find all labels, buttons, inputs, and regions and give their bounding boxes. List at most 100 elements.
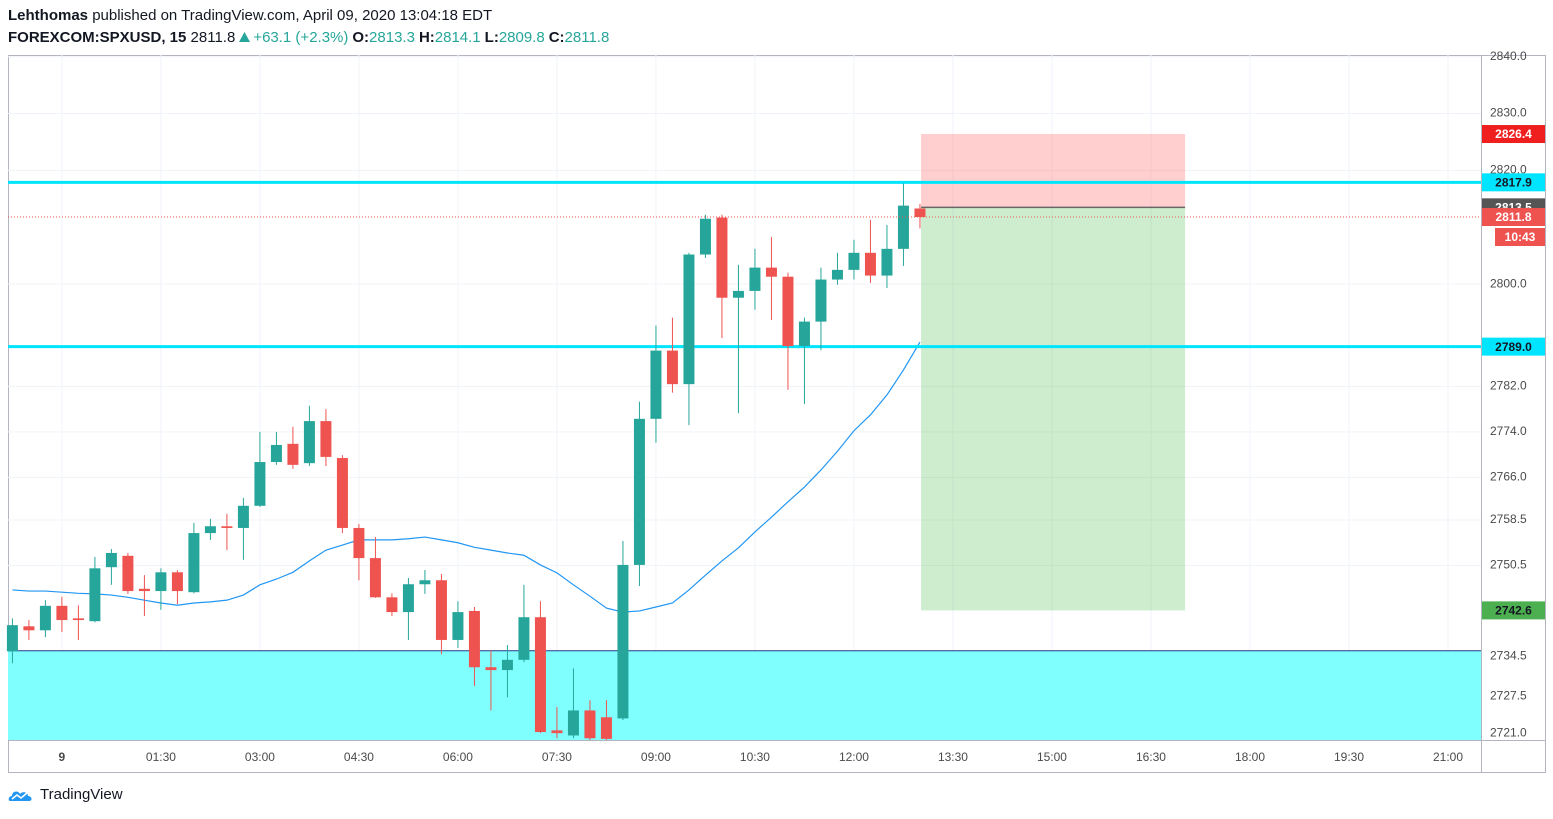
y-tick-label: 2758.5 <box>1490 512 1527 526</box>
candle-body <box>518 617 530 660</box>
candle-body <box>881 248 893 276</box>
candle-body <box>501 659 513 671</box>
y-tick-label: 2721.0 <box>1490 725 1527 739</box>
x-tick-label: 04:30 <box>344 750 374 764</box>
header: Lehthomas published on TradingView.com, … <box>8 5 617 49</box>
frame <box>8 55 1546 773</box>
candle-body <box>815 279 827 322</box>
candle-body <box>765 267 777 277</box>
candle-body <box>122 555 134 592</box>
candle-body <box>468 610 480 668</box>
candle-body <box>567 710 579 736</box>
y-tick-label: 2840.0 <box>1490 49 1527 63</box>
candle-body <box>72 618 84 621</box>
target-tag: 2742.6 <box>1495 604 1532 618</box>
x-tick-label: 06:00 <box>443 750 473 764</box>
stop-zone <box>921 134 1186 208</box>
candle-body <box>6 625 18 652</box>
candle-body <box>452 612 464 640</box>
candle-body <box>617 564 629 719</box>
x-tick-label: 01:30 <box>146 750 176 764</box>
candle-body <box>369 558 381 598</box>
candle-body <box>336 458 348 528</box>
x-tick-label: 03:00 <box>245 750 275 764</box>
candle-body <box>683 254 695 385</box>
symbol: FOREXCOM:SPXUSD, 15 <box>8 29 187 46</box>
x-tick-label: 09:00 <box>641 750 671 764</box>
y-tick-label: 2734.5 <box>1490 649 1527 663</box>
candle-body <box>105 552 117 568</box>
x-tick-label: 12:00 <box>839 750 869 764</box>
candle-body <box>749 267 761 291</box>
candle-body <box>699 218 711 255</box>
target-tag-bg <box>1482 601 1545 620</box>
author: Lehthomas <box>8 7 89 24</box>
support-zone <box>8 650 1481 740</box>
candle-body <box>89 568 101 622</box>
candle-body <box>600 717 612 739</box>
level-tag: 2817.9 <box>1495 176 1532 190</box>
candle-body <box>188 533 200 593</box>
candle-body <box>23 626 35 631</box>
ohlc-label: L: <box>484 29 499 46</box>
price-tag-bg <box>1482 208 1545 227</box>
candle-body <box>287 443 299 465</box>
moving-average <box>12 341 921 613</box>
target-zone <box>921 207 1186 611</box>
candle-body <box>56 605 68 621</box>
y-tick-label: 2830.0 <box>1490 106 1527 120</box>
published: published on TradingView.com, April 09, … <box>92 7 493 24</box>
candle-body <box>782 276 794 347</box>
ohlc: O:2813.3 H:2814.1 L:2809.8 C:2811.8 <box>352 29 613 46</box>
x-tick-label: 18:00 <box>1235 750 1265 764</box>
candle-body <box>171 572 183 592</box>
ohlc-label: H: <box>418 29 435 46</box>
price-tag: 2811.8 <box>1495 210 1531 224</box>
y-tick-label: 2774.0 <box>1490 424 1527 438</box>
y-tick-label: 2727.5 <box>1490 688 1527 702</box>
last-price: 2811.8 <box>190 29 236 46</box>
candle-body <box>386 597 398 613</box>
candle-body <box>633 418 645 565</box>
candle-body <box>204 526 216 534</box>
y-tick-label: 2820.0 <box>1490 163 1527 177</box>
candle-body <box>848 252 860 270</box>
x-tick-label: 21:00 <box>1433 750 1463 764</box>
candle-body <box>138 588 150 592</box>
up-arrow <box>239 32 251 42</box>
candle-body <box>864 252 876 276</box>
candle-body <box>39 605 51 631</box>
logo-line <box>11 792 28 800</box>
x-tick-label: 16:30 <box>1136 750 1166 764</box>
stop-tag: 2826.4 <box>1495 127 1532 141</box>
candle-body <box>353 527 365 559</box>
candle-body <box>914 208 926 218</box>
ohlc-value: 2813.3 <box>369 29 415 46</box>
ohlc-value: 2814.1 <box>434 29 481 46</box>
candle-body <box>419 580 431 585</box>
stop-tag-bg <box>1482 125 1545 144</box>
footer-brand: TradingView <box>40 786 123 803</box>
candle-body <box>551 730 563 734</box>
logo <box>8 791 32 801</box>
candle-body <box>221 526 233 528</box>
candle-body <box>732 290 744 298</box>
candle-body <box>254 462 266 506</box>
candle-body <box>270 444 282 463</box>
y-tick-label: 2750.5 <box>1490 558 1527 572</box>
level-tag-bg <box>1482 337 1545 356</box>
candle-body <box>584 710 596 739</box>
x-tick-label: 13:30 <box>938 750 968 764</box>
candle-body <box>798 321 810 347</box>
x-tick-label: 15:00 <box>1037 750 1067 764</box>
x-tick-label: 10:30 <box>740 750 770 764</box>
candle-body <box>237 505 249 528</box>
x-tick-label: 19:30 <box>1334 750 1364 764</box>
candle-body <box>320 421 332 457</box>
countdown-bg <box>1495 228 1545 247</box>
candle-body <box>534 617 546 733</box>
up-arrow-shape <box>239 32 251 42</box>
level-tag-bg <box>1482 173 1545 192</box>
